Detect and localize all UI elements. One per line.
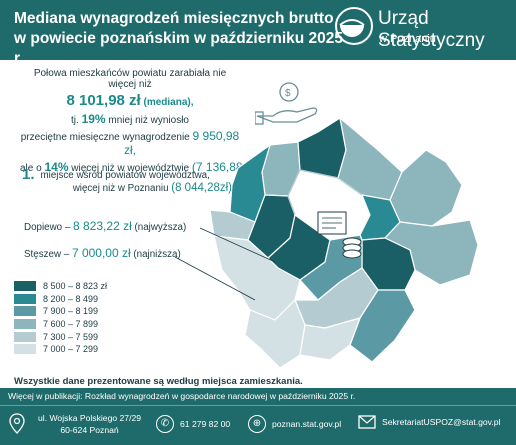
address-line-1: ul. Wojska Polskiego 27/29: [38, 413, 142, 423]
page-title: Mediana wynagrodzeń miesięcznych brutto …: [14, 9, 344, 69]
info-line-3-post: mniej niż wyniosło: [108, 115, 189, 126]
percent-less: 19%: [81, 112, 106, 126]
dopiewo-name: Dopiewo –: [24, 222, 71, 233]
logo-name: Urząd Statystyczny: [378, 8, 485, 51]
logo-icon: [335, 7, 373, 45]
globe-icon: ⊕: [248, 415, 266, 433]
legend-item: 8 200 – 8 499: [14, 293, 107, 306]
phone-icon: ✆: [156, 415, 174, 433]
map-region: [299, 317, 361, 361]
title-line-1: Mediana wynagrodzeń miesięcznych brutto: [14, 10, 334, 27]
district-map: [174, 117, 479, 369]
info-line-1: Połowa mieszkańców powiatu zarabiała nie…: [33, 68, 227, 90]
rank-line-1: miejsce wśród powiatów województwa,: [40, 170, 210, 181]
average-salary: 9 950,98 zł,: [124, 129, 240, 157]
email-link[interactable]: SekretariatUSPOZ@stat.gov.pl: [382, 417, 501, 427]
median-info: Połowa mieszkańców powiatu zarabiała nie…: [20, 68, 259, 174]
rank-line-2: więcej niż w Poznaniu: [72, 183, 169, 194]
legend-swatch: [14, 344, 36, 355]
publication-link[interactable]: Więcej w publikacji: Rozkład wynagrodzeń…: [8, 391, 356, 401]
footnote: Wszystkie dane prezentowane są według mi…: [14, 376, 303, 387]
steszew-label: Stęszew – 7 000,00 zł (najniższa): [24, 246, 181, 260]
legend-item: 7 000 – 7 299: [14, 343, 107, 356]
legend-swatch: [14, 331, 36, 342]
email-item[interactable]: SekretariatUSPOZ@stat.gov.pl: [358, 415, 500, 429]
median-value: 8 101,98 zł: [66, 92, 141, 109]
envelope-icon: [358, 415, 376, 429]
steszew-pointer-line: [174, 256, 256, 301]
map-region: [297, 117, 347, 179]
info-line-3-pre: tj.: [71, 115, 79, 126]
address-line-2: 60-624 Poznań: [60, 425, 119, 435]
location-pin-icon: [9, 413, 25, 434]
legend-swatch: [14, 319, 36, 330]
legend-label: 8 200 – 8 499: [43, 293, 99, 304]
legend-swatch: [14, 293, 36, 304]
rank-block: 1. miejsce wśród powiatów województwa, w…: [22, 166, 232, 194]
legend-label: 7 300 – 7 599: [43, 331, 99, 342]
steszew-value: 7 000,00 zł: [71, 246, 131, 260]
poznan-salary: (8 044,28zł): [171, 182, 232, 194]
steszew-name: Stęszew –: [24, 249, 70, 260]
map-region: [389, 149, 463, 227]
map-legend: 8 500 – 8 823 zł 8 200 – 8 499 7 900 – 8…: [14, 280, 107, 356]
legend-swatch: [14, 306, 36, 317]
info-line-5-mid: więcej niż w województwie: [71, 163, 190, 174]
dopiewo-value: 8 823,22 zł: [73, 219, 132, 233]
footer-contact: ul. Wojska Polskiego 27/29 60-624 Poznań…: [0, 405, 516, 445]
title-line-2: w powiecie poznańskim w październiku 202…: [14, 30, 344, 67]
publication-bar[interactable]: Więcej w publikacji: Rozkład wynagrodzeń…: [0, 388, 516, 405]
legend-item: 7 300 – 7 599: [14, 330, 107, 343]
phone-item[interactable]: ✆ 61 279 82 00: [156, 415, 230, 433]
legend-item: 7 900 – 8 199: [14, 305, 107, 318]
phone-number[interactable]: 61 279 82 00: [180, 419, 231, 429]
address-item: ul. Wojska Polskiego 27/29 60-624 Poznań: [8, 412, 141, 436]
info-line-5-pre: ale o: [20, 163, 42, 174]
legend-item: 8 500 – 8 823 zł: [14, 280, 107, 293]
header-banner: Mediana wynagrodzeń miesięcznych brutto …: [0, 0, 516, 67]
legend-label: 8 500 – 8 823 zł: [43, 281, 108, 292]
svg-text:$: $: [285, 88, 291, 99]
percent-more: 14%: [44, 160, 69, 174]
info-line-4-pre: przeciętne miesięczne wynagrodzenie: [20, 132, 190, 143]
legend-label: 7 900 – 8 199: [43, 306, 99, 317]
legend-swatch: [14, 281, 36, 292]
website-link[interactable]: poznan.stat.gov.pl: [272, 419, 342, 429]
dopiewo-label: Dopiewo – 8 823,22 zł (najwyższa): [24, 219, 186, 233]
median-label: (mediana),: [143, 97, 194, 108]
hand-money-icon: $: [255, 82, 318, 125]
dopiewo-pointer-line: [199, 227, 276, 263]
steszew-note: (najniższa): [133, 249, 181, 260]
logo-subtitle: w Poznaniu: [379, 33, 436, 45]
document-coins-icon: [317, 211, 362, 259]
rank-number: 1.: [22, 166, 35, 183]
legend-item: 7 600 – 7 899: [14, 318, 107, 331]
dopiewo-note: (najwyższa): [134, 222, 187, 233]
legend-label: 7 000 – 7 299: [43, 344, 99, 355]
web-item[interactable]: ⊕ poznan.stat.gov.pl: [248, 415, 341, 433]
legend-label: 7 600 – 7 899: [43, 319, 99, 330]
